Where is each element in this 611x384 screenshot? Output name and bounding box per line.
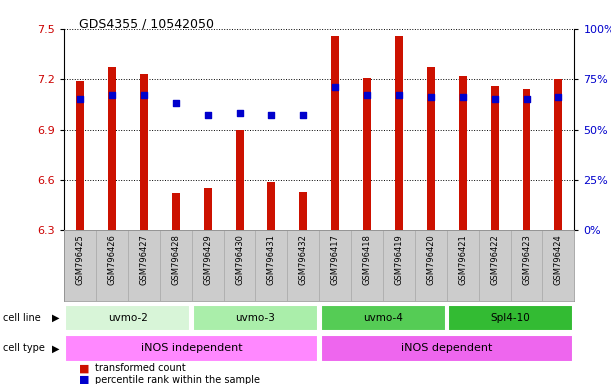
Point xyxy=(522,96,532,103)
Point xyxy=(203,113,213,119)
Bar xyxy=(363,78,371,230)
Text: uvmo-4: uvmo-4 xyxy=(363,313,403,323)
Bar xyxy=(236,129,244,230)
Point xyxy=(107,92,117,98)
Bar xyxy=(511,230,543,301)
Bar xyxy=(140,74,148,230)
Bar xyxy=(203,189,211,230)
Bar xyxy=(459,76,467,230)
Text: GSM796424: GSM796424 xyxy=(554,234,563,285)
Text: GSM796419: GSM796419 xyxy=(395,234,403,285)
Text: ■: ■ xyxy=(79,375,90,384)
Point xyxy=(298,113,308,119)
Text: GSM796422: GSM796422 xyxy=(490,234,499,285)
Bar xyxy=(522,89,530,230)
Bar xyxy=(172,194,180,230)
Bar xyxy=(128,230,160,301)
Bar xyxy=(383,230,415,301)
Point xyxy=(490,96,500,103)
Text: cell line: cell line xyxy=(3,313,41,323)
Text: iNOS independent: iNOS independent xyxy=(141,343,243,354)
Text: GDS4355 / 10542050: GDS4355 / 10542050 xyxy=(79,17,214,30)
Text: GSM796417: GSM796417 xyxy=(331,234,340,285)
Text: GSM796431: GSM796431 xyxy=(267,234,276,285)
Text: GSM796427: GSM796427 xyxy=(139,234,148,285)
Text: iNOS dependent: iNOS dependent xyxy=(401,343,492,354)
Bar xyxy=(491,86,499,230)
Bar xyxy=(478,230,511,301)
Bar xyxy=(192,230,224,301)
Point xyxy=(458,94,467,100)
Bar xyxy=(255,230,287,301)
Text: GSM796430: GSM796430 xyxy=(235,234,244,285)
Point xyxy=(362,92,372,98)
Text: GSM796425: GSM796425 xyxy=(76,234,84,285)
Bar xyxy=(224,230,255,301)
Point xyxy=(235,110,244,116)
Bar xyxy=(351,230,383,301)
Bar xyxy=(287,230,319,301)
Text: uvmo-2: uvmo-2 xyxy=(108,313,148,323)
Bar xyxy=(268,182,276,230)
Point xyxy=(171,100,181,106)
Text: uvmo-3: uvmo-3 xyxy=(235,313,276,323)
Bar xyxy=(320,230,351,301)
Bar xyxy=(554,79,562,230)
Text: percentile rank within the sample: percentile rank within the sample xyxy=(95,375,260,384)
Point xyxy=(266,113,276,119)
Point xyxy=(426,94,436,100)
Bar xyxy=(448,305,573,331)
Text: GSM796418: GSM796418 xyxy=(362,234,371,285)
Text: GSM796423: GSM796423 xyxy=(522,234,531,285)
Text: ▶: ▶ xyxy=(53,343,60,354)
Text: GSM796426: GSM796426 xyxy=(108,234,117,285)
Bar xyxy=(321,305,445,331)
Bar xyxy=(299,192,307,230)
Bar xyxy=(427,68,435,230)
Text: GSM796428: GSM796428 xyxy=(171,234,180,285)
Text: ▶: ▶ xyxy=(53,313,60,323)
Point xyxy=(394,92,404,98)
Bar xyxy=(331,36,339,230)
Point xyxy=(554,94,563,100)
Bar xyxy=(65,335,318,362)
Text: cell type: cell type xyxy=(3,343,45,354)
Point xyxy=(139,92,148,98)
Bar xyxy=(395,36,403,230)
Bar xyxy=(76,81,84,230)
Text: ■: ■ xyxy=(79,363,90,373)
Bar xyxy=(160,230,192,301)
Bar xyxy=(65,305,191,331)
Text: transformed count: transformed count xyxy=(95,363,186,373)
Point xyxy=(75,96,85,103)
Text: GSM796421: GSM796421 xyxy=(458,234,467,285)
Point xyxy=(331,84,340,90)
Text: GSM796432: GSM796432 xyxy=(299,234,308,285)
Bar xyxy=(193,305,318,331)
Text: GSM796429: GSM796429 xyxy=(203,234,212,285)
Bar xyxy=(415,230,447,301)
Bar xyxy=(447,230,478,301)
Bar xyxy=(543,230,574,301)
Bar xyxy=(64,230,96,301)
Text: Spl4-10: Spl4-10 xyxy=(491,313,530,323)
Bar xyxy=(321,335,573,362)
Text: GSM796420: GSM796420 xyxy=(426,234,436,285)
Bar xyxy=(96,230,128,301)
Bar xyxy=(108,68,116,230)
